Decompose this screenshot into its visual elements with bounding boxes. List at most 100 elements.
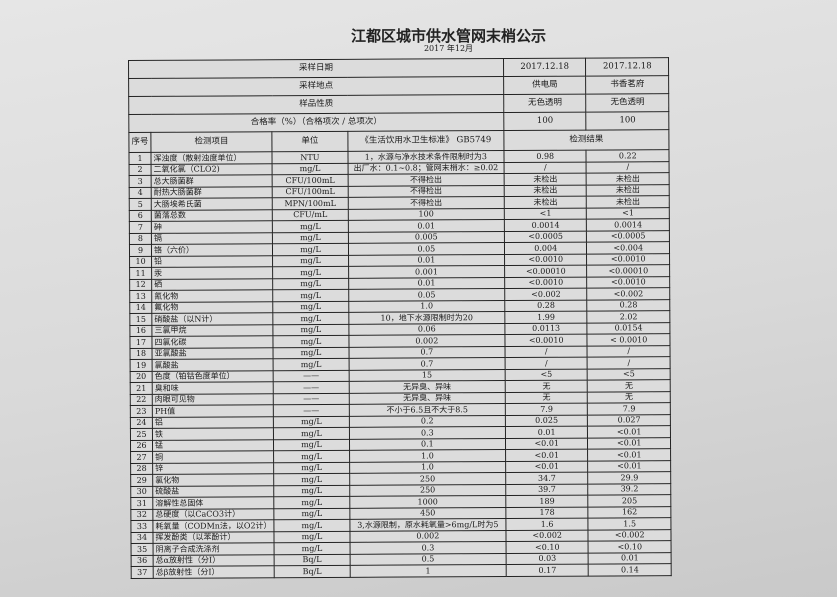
row-result-2: 162 bbox=[588, 506, 671, 519]
row-result-1: 0.0113 bbox=[504, 322, 588, 335]
row-unit: mg/L bbox=[273, 346, 349, 359]
row-unit: mg/L bbox=[273, 438, 350, 451]
row-item: 溶解性总固体 bbox=[152, 496, 274, 509]
row-unit: mg/L bbox=[273, 473, 350, 486]
row-standard: 1 bbox=[349, 564, 507, 577]
summary-value: 2017.12.18 bbox=[503, 58, 587, 77]
row-result-2: 39.2 bbox=[588, 483, 671, 496]
row-item: 大肠埃希氏菌 bbox=[151, 197, 273, 210]
row-result-2: 无 bbox=[587, 391, 671, 404]
row-standard: 无异臭、异味 bbox=[348, 380, 506, 393]
row-result-2: 0.22 bbox=[586, 149, 670, 162]
row-result-2: <0.01 bbox=[587, 425, 671, 438]
row-item: 二氧化氯（CLO2) bbox=[151, 163, 273, 176]
row-result-1: 0.98 bbox=[503, 150, 587, 163]
row-standard: 0.06 bbox=[348, 323, 505, 336]
row-standard: 0.7 bbox=[348, 346, 506, 359]
row-no: 37 bbox=[131, 566, 154, 578]
row-result-2: <0.0005 bbox=[586, 230, 670, 243]
row-result-2: 0.0014 bbox=[586, 218, 670, 231]
summary-value: 供电局 bbox=[503, 76, 587, 95]
row-unit: —— bbox=[273, 381, 350, 394]
row-no: 3 bbox=[129, 175, 152, 187]
row-result-1: / bbox=[504, 161, 587, 174]
row-unit: mg/L bbox=[272, 254, 349, 267]
row-result-2: 2.02 bbox=[587, 310, 670, 323]
row-no: 7 bbox=[129, 221, 152, 233]
row-item: 铜 bbox=[152, 450, 274, 463]
row-result-2: <0.01 bbox=[588, 460, 671, 473]
row-unit: mg/L bbox=[272, 289, 349, 302]
row-standard: 450 bbox=[349, 507, 506, 520]
row-item: 锰 bbox=[152, 439, 274, 452]
row-standard: 3,水源限制，原水耗氧量>6mg/L时为5 bbox=[349, 518, 506, 531]
row-result-2: / bbox=[587, 356, 671, 369]
page-subtitle: 2017 年12月 bbox=[423, 44, 474, 53]
summary-value: 无色透明 bbox=[503, 94, 587, 113]
row-unit: NTU bbox=[272, 151, 348, 164]
row-item: 耗氧量（CODMn法，以O2计） bbox=[152, 519, 275, 532]
summary-label: 采样地点 bbox=[128, 76, 504, 97]
row-standard: 1.0 bbox=[349, 449, 506, 462]
row-item: 浑浊度（散射浊度单位） bbox=[150, 151, 273, 164]
row-result-2: <0.01 bbox=[587, 437, 671, 450]
row-result-1: / bbox=[505, 357, 588, 370]
row-result-1: 0.28 bbox=[504, 299, 588, 312]
row-standard: 250 bbox=[349, 484, 506, 497]
row-result-1: 未检出 bbox=[504, 173, 587, 186]
row-item: 铬（六价） bbox=[151, 243, 273, 256]
row-standard: 250 bbox=[349, 472, 506, 485]
row-no: 8 bbox=[129, 232, 152, 245]
row-unit: mg/L bbox=[274, 530, 350, 543]
row-item: 砷 bbox=[151, 220, 273, 233]
row-item: 亚氯酸盐 bbox=[152, 347, 274, 360]
row-standard: 0.5 bbox=[349, 553, 507, 566]
row-unit: mg/L bbox=[273, 496, 350, 509]
col-header-standard: 《生活饮用水卫生标准》 GB5749 bbox=[347, 130, 504, 152]
row-standard: 15 bbox=[348, 369, 506, 382]
row-no: 13 bbox=[129, 290, 152, 302]
row-result-1: 0.0014 bbox=[504, 219, 587, 232]
row-unit: mg/L bbox=[272, 312, 349, 325]
row-result-2: 0.0154 bbox=[587, 322, 670, 335]
row-unit: mg/L bbox=[274, 519, 350, 532]
row-standard: 0.05 bbox=[348, 242, 505, 255]
table-row: 37 总β放射性（分Ⅰ） Bq/L 1 0.17 0.14 bbox=[131, 563, 672, 578]
row-item: 氰化物 bbox=[151, 289, 273, 302]
row-result-1: <0.0005 bbox=[504, 230, 587, 243]
row-unit: mg/L bbox=[272, 231, 349, 244]
row-result-2: <0.002 bbox=[588, 529, 672, 542]
row-item: 汞 bbox=[151, 266, 273, 279]
row-item: 耐热大肠菌群 bbox=[151, 186, 273, 199]
row-result-2: <0.10 bbox=[588, 540, 672, 553]
row-item: 总β放射性（分Ⅰ） bbox=[153, 565, 275, 578]
row-unit: mg/L bbox=[272, 300, 349, 313]
row-result-2: <0.00010 bbox=[587, 264, 670, 277]
row-unit: mg/L bbox=[274, 542, 350, 555]
row-result-1: <0.01 bbox=[505, 449, 589, 462]
row-standard: 不得检出 bbox=[347, 173, 505, 186]
row-no: 15 bbox=[129, 313, 152, 325]
row-no: 12 bbox=[129, 278, 152, 291]
row-result-1: <0.10 bbox=[505, 541, 589, 554]
summary-value: 100 bbox=[586, 111, 669, 131]
row-standard: 1，水源与净水技术条件限制时为3 bbox=[347, 150, 505, 163]
row-result-2: <1 bbox=[586, 207, 670, 220]
row-unit: mg/L bbox=[273, 358, 349, 371]
row-no: 32 bbox=[130, 508, 153, 521]
row-no: 30 bbox=[130, 485, 153, 498]
row-no: 19 bbox=[130, 359, 153, 371]
row-unit: mg/L bbox=[272, 220, 349, 233]
row-item: 铅 bbox=[151, 255, 273, 268]
row-result-2: / bbox=[587, 345, 671, 358]
row-result-1: 0.025 bbox=[505, 414, 588, 427]
row-unit: MPN/100mL bbox=[272, 197, 349, 210]
row-no: 1 bbox=[128, 152, 152, 164]
row-unit: mg/L bbox=[273, 507, 350, 520]
row-standard: 0.7 bbox=[348, 357, 506, 370]
col-header-unit: 单位 bbox=[271, 131, 348, 152]
row-result-1: 189 bbox=[505, 495, 589, 508]
row-standard: 不小于6.5且不大于8.5 bbox=[349, 403, 506, 416]
row-no: 9 bbox=[129, 244, 152, 256]
row-standard: 0.01 bbox=[348, 277, 505, 290]
